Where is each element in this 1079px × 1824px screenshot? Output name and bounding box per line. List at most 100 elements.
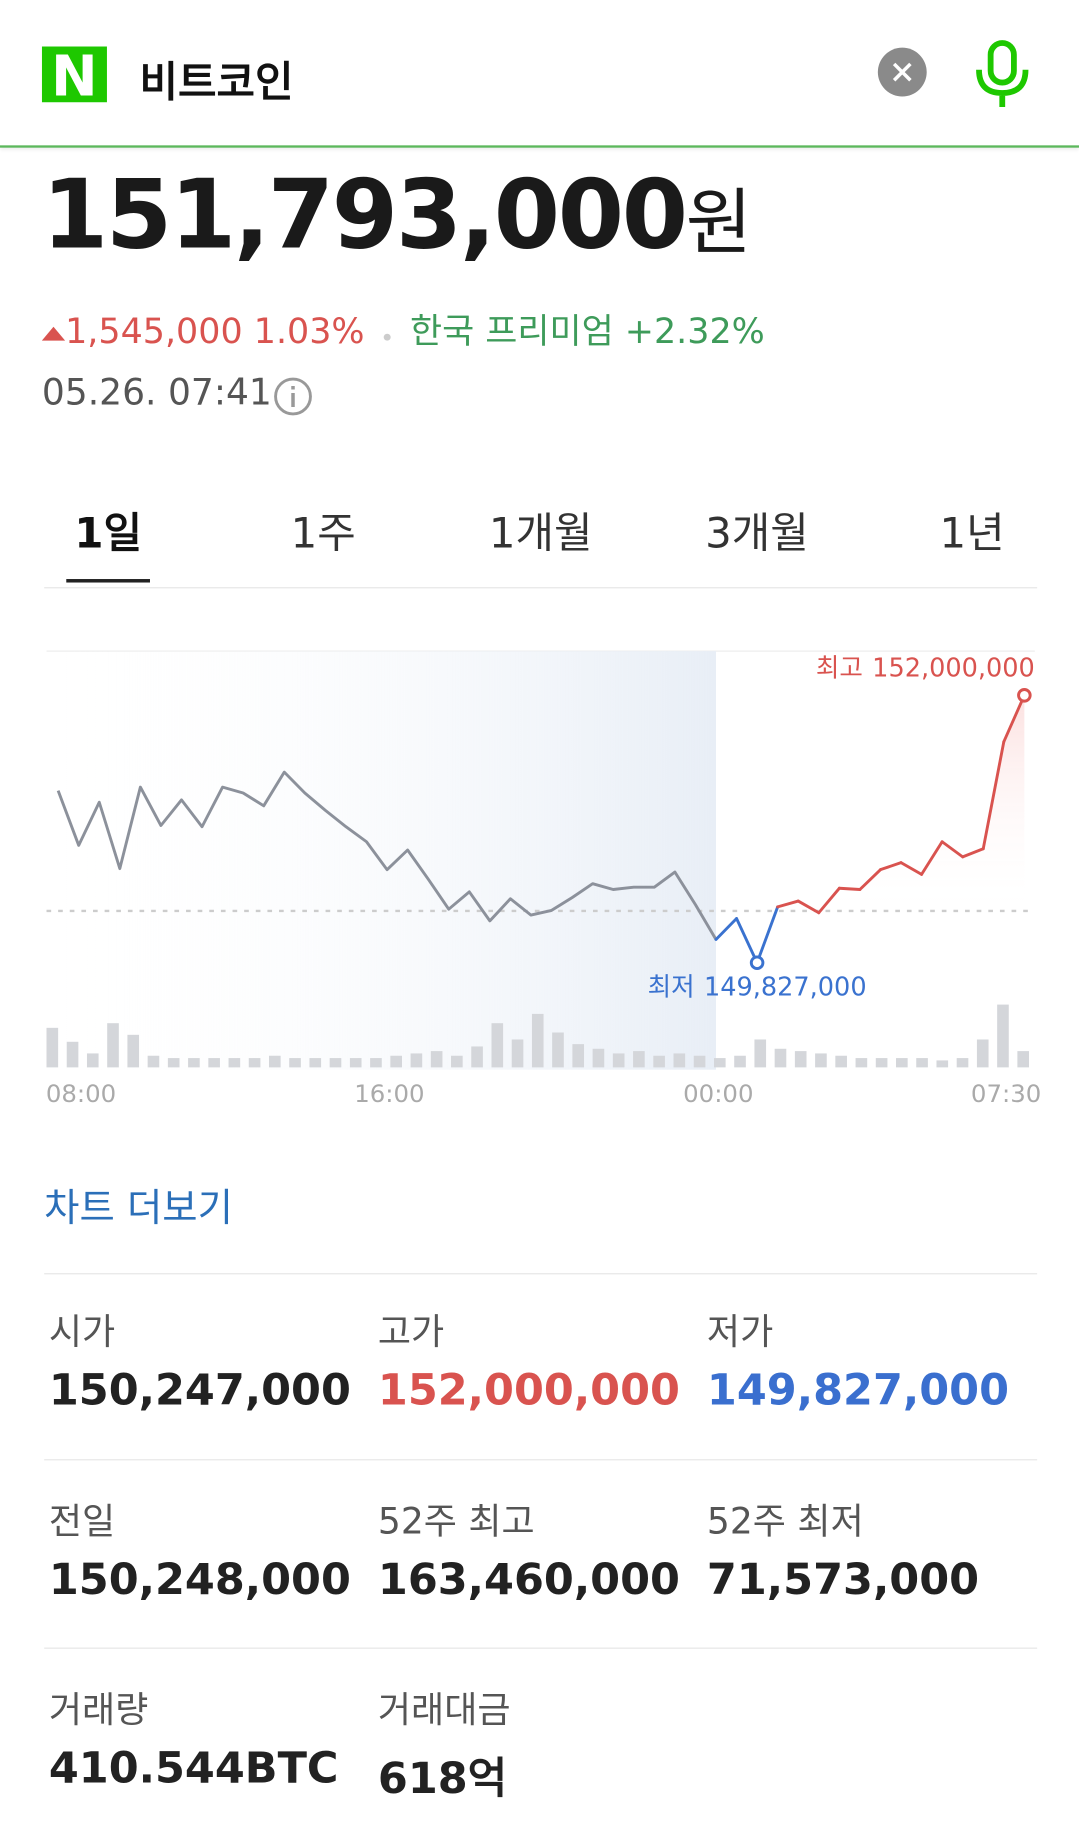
price-segment (961, 847, 985, 859)
search-header: N 비트코인 (0, 0, 1079, 148)
price-segment (940, 840, 965, 859)
tab[interactable]: 3개월 (705, 510, 809, 559)
volume-bar (147, 1055, 160, 1068)
price-unit: 원 (685, 180, 752, 266)
price-segment (735, 917, 759, 965)
stat-label: 전일 (48, 1501, 116, 1543)
price-segment (755, 905, 780, 965)
price-segment (878, 861, 903, 872)
volume-bar (46, 1027, 59, 1068)
volume-bar (1017, 1051, 1030, 1068)
volume-bar (430, 1051, 443, 1068)
volume-bar (167, 1058, 180, 1068)
volume-bar (66, 1041, 79, 1068)
volume-bar (471, 1046, 483, 1068)
stat-label: 거래대금 (377, 1689, 511, 1732)
volume-bar (794, 1051, 807, 1068)
clear-button[interactable] (877, 47, 928, 98)
volume-bar (370, 1058, 382, 1068)
volume-bar (592, 1048, 605, 1068)
volume-bar (188, 1058, 200, 1068)
divider (44, 1459, 1038, 1461)
x-tick-label: 16:00 (354, 1079, 424, 1108)
volume-bar (896, 1058, 908, 1068)
divider (44, 1647, 1038, 1649)
low-label: 최저 (648, 972, 695, 1002)
volume-bar (774, 1048, 787, 1068)
stat-value: 410.544BTC (48, 1742, 339, 1793)
logo-bg (41, 46, 107, 103)
volume-bar (633, 1051, 645, 1068)
volume-bar (976, 1039, 989, 1068)
volume-bar (349, 1058, 362, 1068)
volume-bar (956, 1058, 969, 1068)
logo-box: N (41, 46, 107, 103)
volume-bar (815, 1053, 827, 1068)
volume-bar (855, 1058, 868, 1068)
volume-bar (86, 1053, 99, 1068)
volume-bar (127, 1034, 140, 1068)
high-annotation: 최고 152,000,000 (816, 654, 1035, 684)
price-segment (776, 899, 800, 909)
divider (44, 587, 1038, 589)
premium: +2.32% (624, 311, 765, 353)
price-segment (837, 886, 862, 891)
stat-value: 150,248,000 (48, 1554, 351, 1605)
price-value: 151,793,000 (41, 160, 688, 271)
premium-label: 한국 프리미엄 (410, 311, 614, 353)
x-tick-label: 00:00 (683, 1079, 753, 1108)
volume-bar (451, 1055, 463, 1068)
tab[interactable]: 1개월 (488, 510, 593, 559)
stat-label: 저가 (706, 1311, 774, 1354)
info-icon[interactable] (272, 376, 314, 418)
volume-bar (552, 1032, 564, 1068)
tab[interactable]: 1주 (290, 510, 356, 559)
price-segment (981, 740, 1006, 851)
current-price: 151,793,000원 (41, 160, 752, 271)
stat-value: 71,573,000 (706, 1554, 980, 1605)
volume-bar (572, 1044, 585, 1068)
price-segment (1002, 693, 1026, 744)
volume-bar (511, 1039, 524, 1068)
price-line (56, 770, 718, 941)
x-tick-label: 07:30 (971, 1079, 1041, 1108)
volume-bar (531, 1013, 544, 1068)
price-segment (714, 917, 738, 941)
volume-bar (875, 1058, 888, 1068)
price-segment (796, 899, 821, 915)
change: 1,545,000 (65, 311, 243, 353)
volume-bar (289, 1058, 301, 1068)
volume-bar (228, 1058, 241, 1068)
timestamp: 05.26. 07:41 (41, 372, 272, 414)
volume-bar (754, 1039, 767, 1068)
price-segment (920, 840, 944, 876)
stat-label: 고가 (377, 1311, 445, 1354)
more-chart-link[interactable]: 차트 더보기 (44, 1184, 233, 1231)
logo: N (51, 47, 98, 103)
search-query[interactable]: 비트코인 (139, 59, 294, 107)
voice-button[interactable] (972, 40, 1032, 110)
stat-value: 152,000,000 (377, 1365, 680, 1416)
volume-bar (653, 1055, 665, 1068)
stat-value: 150,247,000 (48, 1365, 351, 1416)
tab[interactable]: 1일 (74, 510, 142, 559)
tab[interactable]: 1년 (939, 510, 1005, 559)
volume-bar (713, 1058, 726, 1068)
volume-bar (916, 1058, 928, 1068)
stat-label: 52주 최고 (377, 1501, 535, 1543)
low-annotation: 최저 149,827,000 (648, 972, 867, 1002)
price-segment (858, 868, 882, 891)
volume-bar (107, 1023, 119, 1068)
up-arrow (41, 326, 66, 341)
volume-bar (329, 1058, 342, 1068)
volume-bar (269, 1055, 281, 1068)
stat-value: 163,460,000 (377, 1554, 680, 1605)
volume-bar (734, 1055, 746, 1068)
low-value: 149,827,000 (704, 972, 867, 1002)
price-segment (899, 861, 924, 876)
stat-label: 52주 최저 (706, 1501, 864, 1543)
volume-bar (693, 1055, 706, 1068)
volume-bar (673, 1053, 686, 1068)
volume-bar (835, 1055, 847, 1068)
